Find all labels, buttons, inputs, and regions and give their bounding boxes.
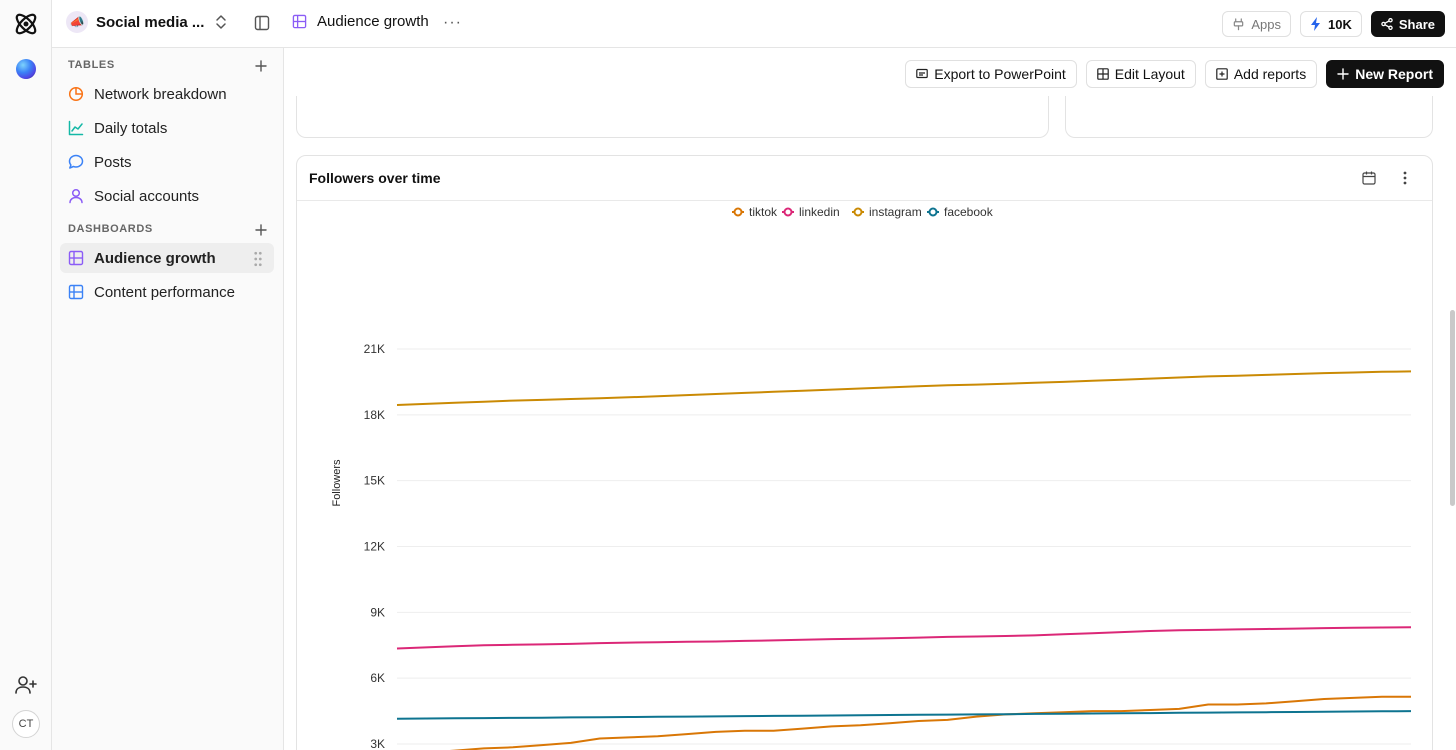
add-reports-button[interactable]: Add reports [1204,60,1318,88]
add-square-icon [1216,68,1228,80]
sidebar-item-label: Social accounts [94,187,200,205]
breadcrumb[interactable]: Audience growth [292,13,429,30]
user-avatar[interactable]: CT [12,710,40,738]
y-tick-label: 9K [370,605,385,619]
plug-icon [1234,17,1244,30]
topbar-actions: Apps 10K Share [1222,11,1445,37]
breadcrumb-label: Audience growth [317,13,429,30]
dashboard-main: Export to PowerPoint Edit Layout Add rep… [284,48,1456,750]
assistant-orb-icon[interactable] [16,59,36,79]
add-dashboard-icon[interactable] [255,224,267,236]
new-report-button[interactable]: New Report [1326,60,1444,88]
legend-item-linkedin[interactable]: linkedin [782,205,840,219]
legend-item-facebook[interactable]: facebook [927,205,994,219]
new-report-label: New Report [1355,66,1433,82]
y-tick-label: 6K [370,671,385,685]
sidebar-toggle-icon[interactable] [254,15,270,31]
share-label: Share [1398,16,1435,32]
series-line-tiktok[interactable] [397,695,1411,750]
credits-button[interactable]: 10K [1300,11,1362,37]
workspace-switcher[interactable]: 📣 Social media ... [66,11,204,33]
layout-icon [1096,68,1109,80]
add-reports-label: Add reports [1233,66,1307,82]
share-icon [1381,18,1393,30]
sidebar: TABLES Network breakdown Daily totals Po… [52,48,284,750]
series-line-instagram[interactable] [396,370,1412,406]
sidebar-item-label: Audience growth [94,249,216,267]
scrollbar-thumb[interactable] [1450,310,1455,506]
workspace-emoji-icon: 📣 [66,11,88,33]
legend-marker-dot [928,207,938,217]
legend-label: facebook [944,205,994,219]
chart-card-header: Followers over time [297,156,1432,201]
presentation-icon [916,68,929,79]
vertical-scrollbar[interactable] [1448,310,1456,506]
edit-layout-label: Edit Layout [1114,66,1185,82]
y-tick-label: 15K [364,474,385,488]
sidebar-item-network-breakdown[interactable]: Network breakdown [60,79,274,109]
legend-marker-dot [853,207,863,217]
pie-chart-icon [68,86,84,102]
apps-label: Apps [1251,16,1281,32]
export-label: Export to PowerPoint [934,66,1066,82]
sidebar-item-label: Network breakdown [94,85,227,103]
sidebar-item-label: Content performance [94,283,235,301]
top-bar: 📣 Social media ... Audience growth ··· [52,0,1456,48]
left-rail: CT [0,0,52,750]
sidebar-item-label: Daily totals [94,119,168,137]
share-button[interactable]: Share [1370,11,1445,37]
y-tick-label: 3K [370,737,385,750]
add-user-icon[interactable] [14,673,38,697]
dashboards-heading: DASHBOARDS [68,223,153,235]
legend-item-instagram[interactable]: instagram [852,205,922,219]
edit-layout-button[interactable]: Edit Layout [1085,60,1196,88]
add-table-icon[interactable] [255,60,267,72]
legend-label: linkedin [799,205,840,219]
report-card-partial [1065,96,1433,138]
sidebar-item-social-accounts[interactable]: Social accounts [60,181,274,211]
calendar-icon[interactable] [1362,171,1376,185]
followers-line-chart: 3K 6K 9K 12K 15K 18K 21K tiktok linkedin instagr… [331,205,1412,750]
legend-marker-dot [783,207,793,217]
report-card-partial [296,96,1049,138]
chart-card-title: Followers over time [309,170,441,186]
more-options-icon[interactable]: ··· [443,14,462,31]
tables-heading: TABLES [68,59,115,71]
followers-chart-card: Followers over time 3K 6K 9K 12K 15K 18K 21K t… [296,155,1433,750]
plus-icon [1337,68,1349,80]
legend-marker-dot [733,207,743,217]
legend-label: instagram [869,205,922,219]
lightning-icon [1311,17,1320,31]
apps-button[interactable]: Apps [1222,11,1291,37]
credits-label: 10K [1328,16,1352,32]
drag-handle-icon[interactable] [250,251,266,267]
person-icon [69,188,83,204]
workspace-name: Social media ... [96,13,204,31]
kebab-menu-icon[interactable] [1398,170,1412,186]
dashboard-actions: Export to PowerPoint Edit Layout Add rep… [905,60,1444,88]
export-powerpoint-button[interactable]: Export to PowerPoint [905,60,1077,88]
grid-icon [68,284,84,300]
chevron-up-down-icon[interactable] [214,14,228,30]
y-tick-label: 12K [364,540,385,554]
sidebar-item-posts[interactable]: Posts [60,147,274,177]
grid-icon [68,250,84,266]
y-axis-label: Followers [331,459,343,507]
line-chart-icon [68,120,84,136]
series-line-facebook[interactable] [396,710,1412,720]
grid-icon [292,14,307,29]
series-line-linkedin[interactable] [396,626,1412,650]
sidebar-item-daily-totals[interactable]: Daily totals [60,113,274,143]
app-logo-icon[interactable] [12,10,40,38]
sidebar-item-label: Posts [94,153,132,171]
legend-label: tiktok [749,205,778,219]
sidebar-item-content-performance[interactable]: Content performance [60,277,274,307]
sidebar-item-audience-growth[interactable]: Audience growth [60,243,274,273]
legend-item-tiktok[interactable]: tiktok [732,205,778,219]
y-tick-label: 21K [364,342,385,356]
y-tick-label: 18K [364,408,385,422]
chat-bubble-icon [68,154,84,169]
